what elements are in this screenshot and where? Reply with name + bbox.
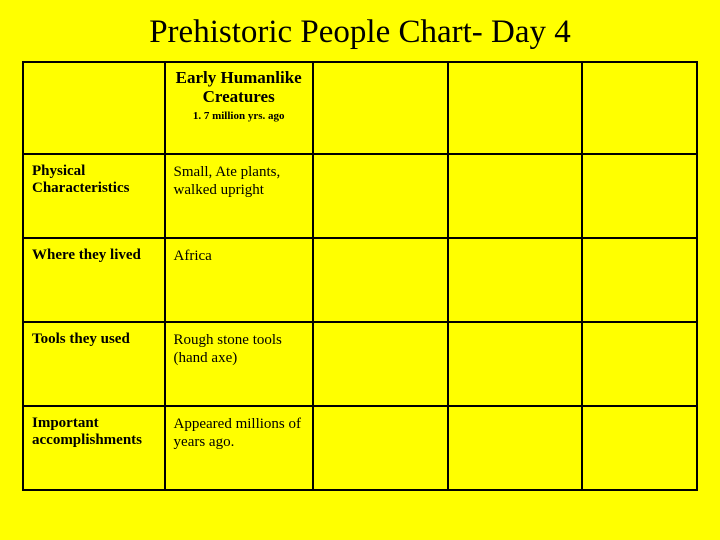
table-row: Where they lived Africa [23, 238, 697, 322]
table-cell [582, 406, 697, 490]
header-sub-1: 1. 7 million yrs. ago [174, 110, 304, 122]
header-cell-3 [448, 62, 583, 154]
row-label-2: Tools they used [32, 331, 156, 348]
row-label-cell: Tools they used [23, 322, 165, 406]
page-title: Prehistoric People Chart- Day 4 [22, 14, 698, 51]
table-row: Tools they used Rough stone tools (hand … [23, 322, 697, 406]
cell-0-0: Small, Ate plants, walked upright [174, 163, 304, 199]
table-cell [313, 238, 448, 322]
table-row: Important accomplishments Appeared milli… [23, 406, 697, 490]
table-cell [582, 238, 697, 322]
table-cell: Rough stone tools (hand axe) [165, 322, 313, 406]
row-label-cell: Physical Characteristics [23, 154, 165, 238]
cell-2-0: Rough stone tools (hand axe) [174, 331, 304, 367]
table-cell: Africa [165, 238, 313, 322]
table-cell: Small, Ate plants, walked upright [165, 154, 313, 238]
table-cell [313, 406, 448, 490]
prehistoric-chart-table: Early Humanlike Creatures 1. 7 million y… [22, 61, 698, 491]
table-header-row: Early Humanlike Creatures 1. 7 million y… [23, 62, 697, 154]
table-cell [582, 154, 697, 238]
row-label-3: Important accomplishments [32, 415, 156, 450]
row-label-cell: Important accomplishments [23, 406, 165, 490]
table-cell [582, 322, 697, 406]
row-label-1: Where they lived [32, 247, 156, 264]
table-cell [313, 322, 448, 406]
table-cell: Appeared millions of years ago. [165, 406, 313, 490]
cell-3-0: Appeared millions of years ago. [174, 415, 304, 451]
table-cell [448, 322, 583, 406]
header-cell-1: Early Humanlike Creatures 1. 7 million y… [165, 62, 313, 154]
header-cell-4 [582, 62, 697, 154]
table-cell [313, 154, 448, 238]
table-cell [448, 406, 583, 490]
header-cell-0 [23, 62, 165, 154]
header-name-1: Early Humanlike Creatures [174, 69, 304, 106]
table-cell [448, 154, 583, 238]
cell-1-0: Africa [174, 247, 304, 265]
header-cell-2 [313, 62, 448, 154]
row-label-0: Physical Characteristics [32, 163, 156, 198]
table-row: Physical Characteristics Small, Ate plan… [23, 154, 697, 238]
row-label-cell: Where they lived [23, 238, 165, 322]
table-cell [448, 238, 583, 322]
